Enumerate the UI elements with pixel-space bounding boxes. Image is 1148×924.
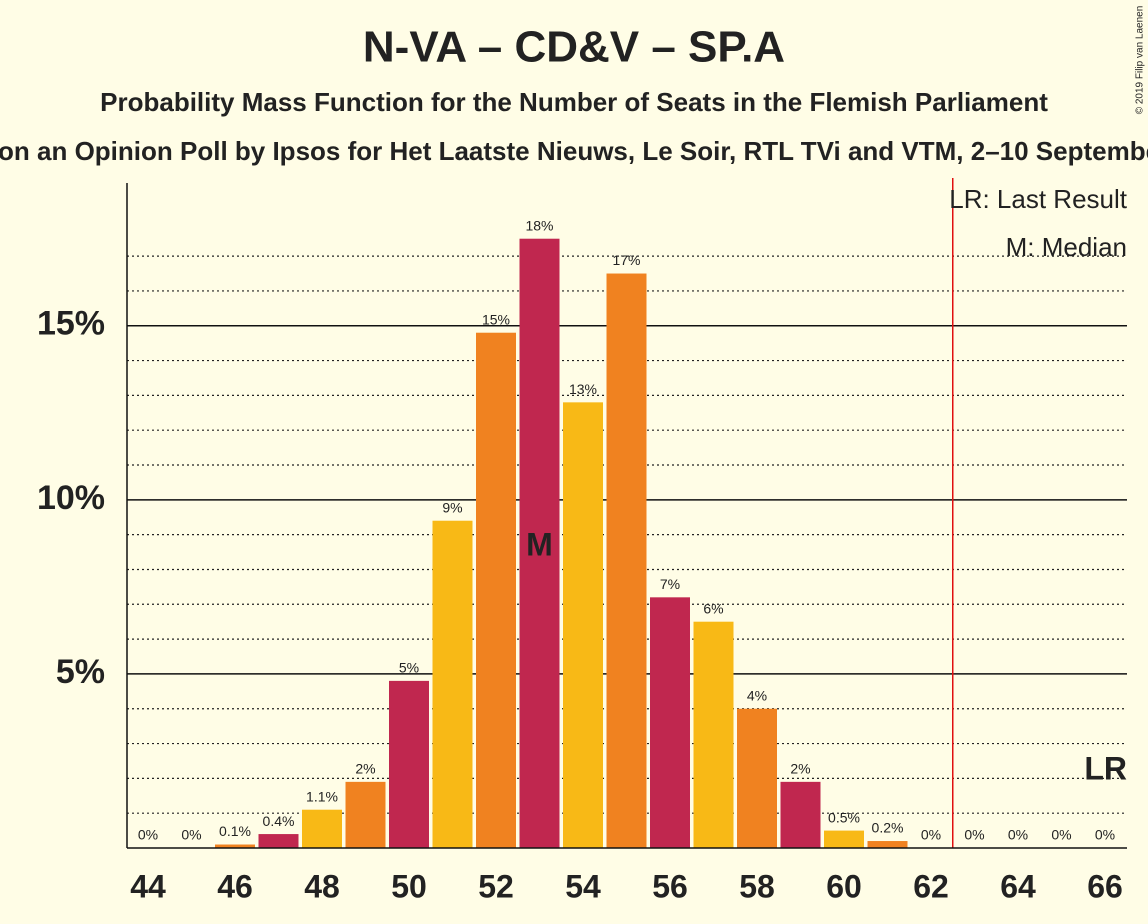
value-label: 0.5% xyxy=(828,809,860,825)
chart-title: N-VA – CD&V – SP.A xyxy=(363,23,785,72)
bar xyxy=(650,597,690,848)
bar xyxy=(432,520,473,848)
value-label: 0% xyxy=(921,827,941,843)
value-label: 0% xyxy=(1051,827,1071,843)
bar xyxy=(867,841,908,848)
value-label: 0% xyxy=(1008,827,1028,843)
x-tick-label: 56 xyxy=(652,868,688,904)
value-label: 6% xyxy=(703,600,723,616)
y-tick-label: 5% xyxy=(56,653,105,691)
y-tick-label: 10% xyxy=(37,479,105,517)
x-tick-label: 58 xyxy=(739,868,775,904)
legend-entry: LR: Last Result xyxy=(949,184,1128,214)
value-label: 0% xyxy=(181,827,201,843)
value-label: 7% xyxy=(660,576,680,592)
last-result-marker: LR xyxy=(1084,750,1127,786)
value-label: 13% xyxy=(569,381,597,397)
bar xyxy=(519,238,560,849)
x-tick-label: 52 xyxy=(478,868,514,904)
bar xyxy=(693,621,734,848)
bar xyxy=(302,809,342,848)
x-tick-label: 44 xyxy=(130,868,166,904)
bar xyxy=(258,834,299,848)
value-label: 4% xyxy=(747,687,767,703)
x-tick-label: 60 xyxy=(826,868,862,904)
value-label: 18% xyxy=(525,217,553,233)
value-label: 2% xyxy=(355,761,375,777)
value-label: 0% xyxy=(964,827,984,843)
subtitle: Based on an Opinion Poll by Ipsos for He… xyxy=(0,136,1148,166)
x-tick-label: 46 xyxy=(217,868,253,904)
x-tick-label: 62 xyxy=(913,868,949,904)
x-tick-label: 66 xyxy=(1087,868,1123,904)
bar xyxy=(476,332,516,848)
value-label: 17% xyxy=(612,252,640,268)
value-label: 0% xyxy=(138,827,158,843)
value-label: 5% xyxy=(399,660,419,676)
x-tick-label: 64 xyxy=(1000,868,1036,904)
value-label: 15% xyxy=(482,311,510,327)
bar xyxy=(215,844,255,848)
bar xyxy=(780,781,821,848)
bar xyxy=(563,402,603,848)
value-label: 2% xyxy=(790,761,810,777)
median-marker: M xyxy=(526,526,553,562)
value-label: 1.1% xyxy=(306,788,338,804)
copyright: © 2019 Filip van Laenen xyxy=(1135,6,1146,115)
x-tick-label: 50 xyxy=(391,868,427,904)
bar xyxy=(824,830,864,848)
value-label: 9% xyxy=(442,499,462,515)
bar xyxy=(737,708,777,848)
value-label: 0% xyxy=(1095,827,1115,843)
value-label: 0.1% xyxy=(219,823,251,839)
y-tick-label: 15% xyxy=(37,305,105,343)
value-label: 0.2% xyxy=(872,820,904,836)
subtitle: Probability Mass Function for the Number… xyxy=(100,87,1048,117)
bar xyxy=(345,781,386,848)
value-label: 0.4% xyxy=(263,813,295,829)
bar xyxy=(389,680,429,848)
legend-entry: M: Median xyxy=(1006,232,1127,262)
x-tick-label: 48 xyxy=(304,868,340,904)
x-tick-label: 54 xyxy=(565,868,601,904)
bar xyxy=(606,273,647,848)
